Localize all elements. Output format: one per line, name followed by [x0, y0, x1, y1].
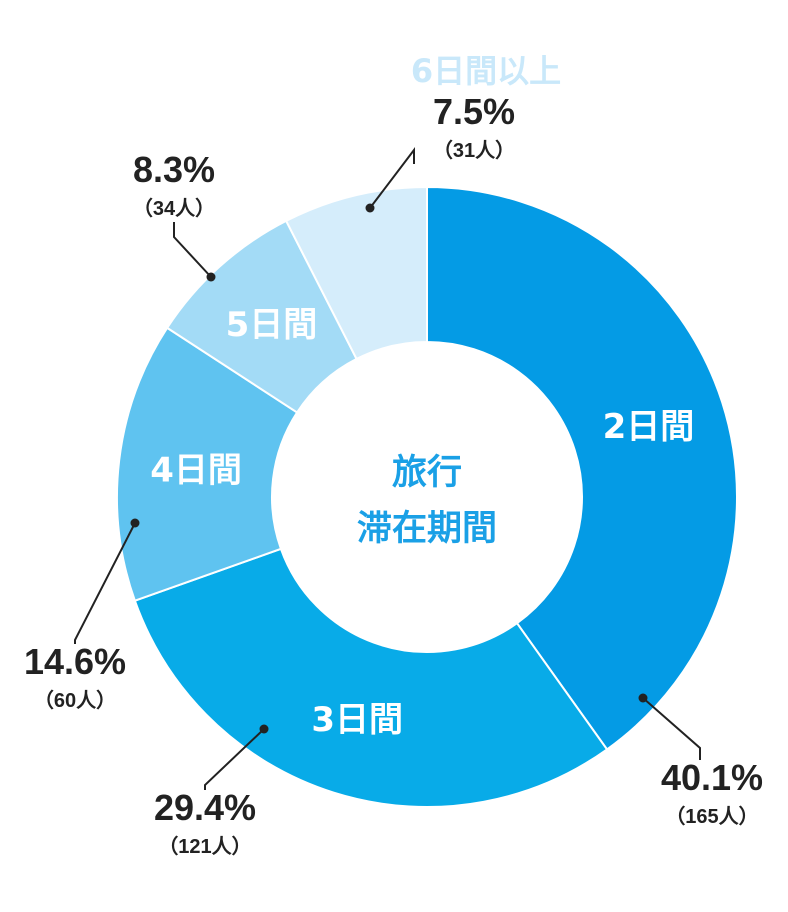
percent-label-3: 14.6% [24, 641, 126, 682]
slice-3 [116, 326, 299, 603]
leader-dot-4 [206, 272, 216, 282]
leader-dot-2 [259, 724, 269, 734]
percent-label-4: 8.3% [133, 149, 215, 190]
percent-label-5: 7.5% [433, 91, 515, 132]
slice-label-5: 6日間以上 [411, 52, 561, 90]
leader-dot-5 [365, 203, 375, 213]
leader-lines-group [74, 147, 701, 790]
leader-line-5 [369, 147, 415, 209]
leader-line-4 [173, 222, 212, 278]
labels-group: 2日間 40.1% （165人） 3日間 29.4% （121人） 4日間 14.6% （60人… [24, 52, 763, 858]
slice-2 [133, 547, 609, 808]
slice-label-4: 5日間 [226, 305, 318, 345]
percent-label-1: 40.1% [661, 757, 763, 798]
slice-label-1: 2日間 [603, 407, 695, 447]
count-label-5: （31人） [433, 139, 515, 162]
leader-line-1 [642, 697, 701, 760]
center-title-line-2: 滞在期間 [357, 509, 497, 549]
slice-label-2: 3日間 [311, 700, 403, 740]
slices-group [116, 185, 738, 808]
percent-label-2: 29.4% [154, 787, 256, 828]
leader-dot-1 [638, 693, 648, 703]
leader-line-3 [74, 522, 136, 644]
slice-label-3: 4日間 [150, 451, 242, 491]
count-label-4: （34人） [133, 197, 215, 220]
leader-dot-3 [130, 518, 140, 528]
slice-5 [284, 185, 428, 361]
count-label-3: （60人） [34, 689, 116, 712]
center-title-line-1: 旅行 [392, 453, 462, 493]
count-label-1: （165人） [665, 805, 758, 828]
count-label-2: （121人） [158, 835, 251, 858]
leader-line-2 [204, 728, 265, 790]
slice-1 [426, 185, 738, 751]
